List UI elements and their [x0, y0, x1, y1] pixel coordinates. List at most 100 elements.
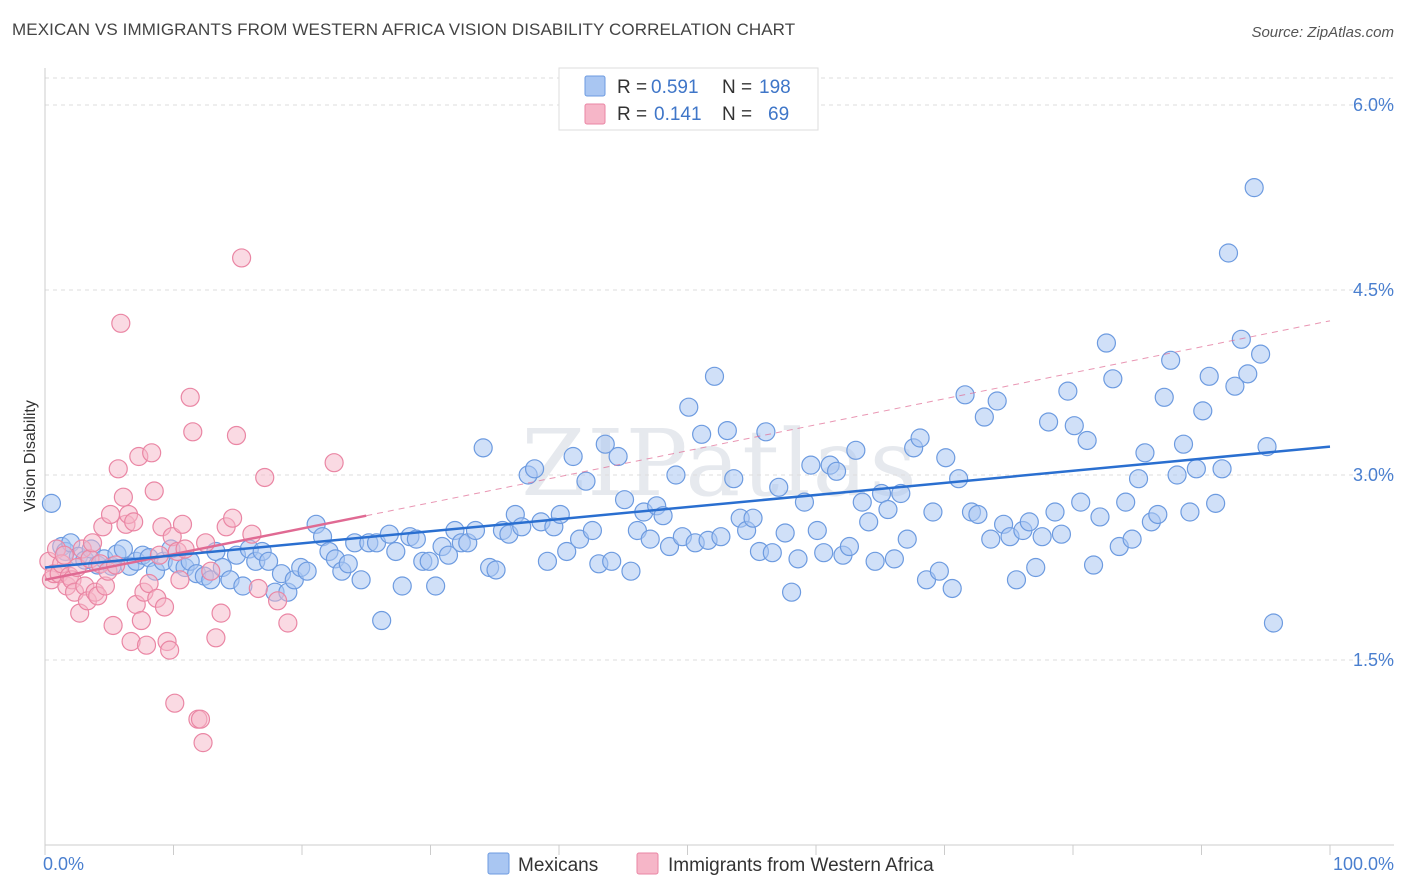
point-western-africa-28: [111, 313, 131, 333]
point-mexicans-53: [392, 576, 412, 596]
point-mexicans-52: [386, 541, 406, 562]
point-mexicans-166: [1122, 529, 1142, 549]
point-mexicans-129: [884, 549, 904, 569]
point-mexicans-133: [910, 428, 930, 448]
point-mexicans-170: [1148, 504, 1168, 525]
point-western-africa-61: [206, 628, 226, 648]
bottom-legend-label-western-africa: Immigrants from Western Africa: [668, 855, 934, 876]
legend-r-label-mexicans: R =: [617, 77, 647, 98]
point-mexicans-11: [113, 539, 133, 559]
point-western-africa-40: [142, 443, 162, 463]
point-mexicans-99: [692, 424, 712, 444]
point-mexicans-144: [981, 529, 1001, 549]
point-western-africa-49: [165, 693, 185, 713]
point-western-africa-29: [113, 487, 133, 507]
point-mexicans-176: [1186, 459, 1206, 479]
legend-n-value-western-africa: 69: [768, 104, 789, 125]
point-mexicans-163: [1103, 369, 1123, 389]
point-mexicans-117: [807, 520, 827, 541]
point-western-africa-25: [103, 615, 123, 636]
point-mexicans-143: [974, 407, 994, 427]
point-mexicans-130: [891, 483, 911, 504]
bottom-legend: Mexicans Immigrants from Western Africa: [487, 852, 934, 876]
point-mexicans-175: [1180, 502, 1200, 522]
point-mexicans-78: [557, 541, 577, 562]
point-western-africa-60: [201, 561, 221, 581]
legend-r-value-mexicans: 0.591: [651, 77, 699, 98]
trend-line-mexicans: [44, 445, 1331, 569]
point-mexicans-65: [473, 438, 493, 458]
point-mexicans-82: [582, 520, 603, 541]
point-mexicans-107: [743, 508, 763, 528]
series-mexicans-points: [41, 178, 1284, 633]
point-western-africa-6: [54, 545, 74, 565]
y-axis-title: Vision Disability: [22, 400, 39, 512]
point-western-africa-39: [139, 573, 159, 594]
point-mexicans-85: [602, 551, 622, 571]
point-mexicans-111: [769, 477, 789, 497]
point-western-africa-72: [324, 453, 344, 473]
point-mexicans-151: [1026, 557, 1046, 578]
point-mexicans-0: [41, 493, 62, 513]
point-mexicans-148: [1006, 570, 1027, 590]
point-mexicans-188: [1263, 613, 1284, 633]
point-mexicans-93: [653, 506, 673, 526]
point-mexicans-152: [1032, 527, 1052, 547]
point-mexicans-86: [608, 446, 628, 467]
point-mexicans-33: [258, 551, 279, 571]
y-tick-label-3: 6.0%: [1353, 95, 1394, 115]
source-label: Source: ZipAtlas.com: [1251, 24, 1394, 41]
point-western-africa-69: [255, 467, 275, 488]
point-mexicans-178: [1199, 366, 1219, 386]
legend-swatch-western-africa: [584, 103, 606, 125]
point-mexicans-103: [717, 421, 737, 441]
point-mexicans-158: [1071, 492, 1091, 512]
point-mexicans-113: [781, 582, 802, 602]
y-tick-labels: 1.5% 3.0% 4.5% 6.0%: [1353, 95, 1394, 670]
point-western-africa-68: [248, 578, 268, 599]
point-western-africa-58: [193, 733, 213, 753]
point-mexicans-153: [1038, 412, 1059, 432]
point-mexicans-185: [1244, 178, 1264, 198]
point-western-africa-66: [232, 248, 252, 268]
point-mexicans-136: [929, 561, 949, 581]
point-mexicans-184: [1238, 364, 1258, 384]
point-mexicans-87: [614, 490, 635, 510]
point-mexicans-57: [419, 551, 439, 571]
point-mexicans-155: [1051, 524, 1072, 544]
point-mexicans-102: [711, 527, 731, 547]
point-mexicans-67: [486, 560, 506, 580]
trend-lines: [44, 320, 1331, 582]
point-western-africa-24: [100, 504, 121, 525]
point-mexicans-45: [338, 554, 358, 574]
point-mexicans-145: [987, 391, 1007, 411]
point-mexicans-182: [1225, 376, 1245, 396]
point-mexicans-162: [1096, 333, 1117, 353]
point-mexicans-173: [1167, 465, 1187, 485]
point-western-africa-17: [82, 533, 103, 553]
point-mexicans-160: [1083, 555, 1104, 575]
point-mexicans-94: [659, 536, 680, 557]
point-mexicans-154: [1045, 502, 1065, 522]
point-mexicans-64: [465, 520, 486, 541]
point-mexicans-91: [640, 529, 660, 549]
point-mexicans-95: [666, 465, 686, 485]
point-mexicans-179: [1206, 493, 1226, 513]
point-mexicans-135: [923, 502, 943, 522]
point-mexicans-157: [1064, 416, 1084, 436]
legend-r-label-western-africa: R =: [617, 104, 647, 125]
point-mexicans-186: [1251, 344, 1271, 364]
x-ticks: [44, 845, 1331, 855]
bottom-legend-swatch-mexicans: [487, 852, 510, 875]
point-western-africa-41: [144, 481, 164, 501]
point-mexicans-177: [1193, 401, 1213, 421]
point-western-africa-70: [267, 591, 288, 611]
point-western-africa-55: [183, 422, 203, 442]
point-mexicans-167: [1128, 469, 1149, 489]
point-mexicans-47: [351, 570, 371, 590]
point-mexicans-128: [878, 499, 898, 520]
point-mexicans-50: [372, 610, 392, 631]
point-mexicans-116: [801, 455, 821, 475]
point-western-africa-64: [223, 508, 243, 528]
point-mexicans-120: [826, 461, 847, 481]
